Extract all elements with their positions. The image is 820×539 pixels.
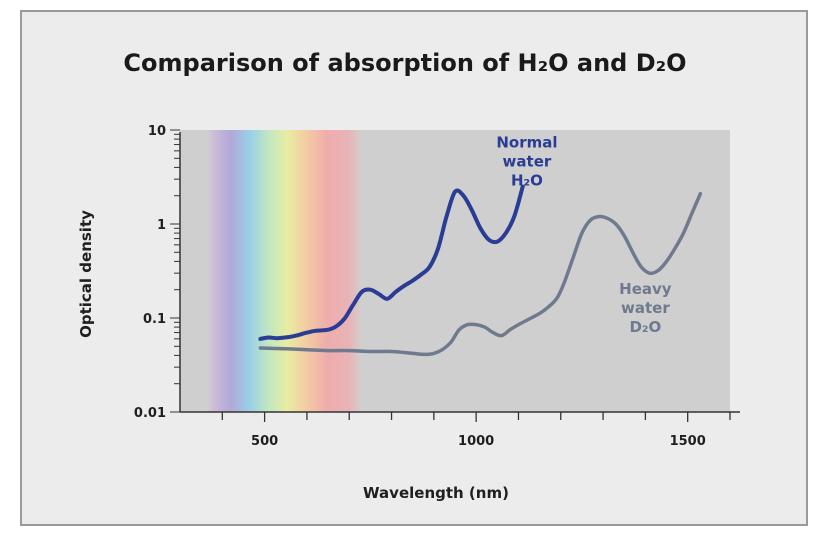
- y-tick-labels: 10 1 0.1 0.01: [134, 124, 166, 421]
- y-tick-label: 10: [148, 124, 166, 139]
- chart-title: Comparison of absorption of H₂O and D₂O: [123, 49, 686, 77]
- axes: 500 1000 1500 10 1 0.1 0.01: [134, 124, 740, 449]
- series-line-h2o: [258, 184, 525, 341]
- series-label-line: water: [503, 153, 552, 171]
- series-line-d2o: [258, 191, 703, 357]
- x-tick-label: 1500: [670, 434, 706, 449]
- y-minor-ticks: [170, 129, 180, 413]
- x-axis-title: Wavelength (nm): [363, 484, 509, 502]
- chart-canvas: Comparison of absorption of H₂O and D₂O …: [77, 49, 740, 502]
- x-tick-label: 500: [251, 434, 278, 449]
- chart-figure: Comparison of absorption of H₂O and D₂O …: [20, 10, 808, 526]
- y-tick-label: 0.1: [143, 312, 166, 327]
- series-layer: [258, 184, 703, 357]
- y-axis-title: Optical density: [77, 210, 95, 338]
- y-tick-label: 1: [157, 218, 166, 233]
- series-label-line: H₂O: [511, 172, 543, 190]
- plot-area: [180, 130, 730, 412]
- x-tick-label: 1000: [458, 434, 494, 449]
- x-tick-labels: 500 1000 1500: [251, 434, 706, 449]
- series-label-line: D₂O: [629, 318, 661, 336]
- y-tick-label: 0.01: [134, 406, 166, 421]
- series-label-line: Heavy: [619, 280, 672, 298]
- visible-spectrum-band: [205, 130, 362, 412]
- series-label-line: water: [621, 299, 670, 317]
- x-minor-ticks: [221, 412, 731, 422]
- series-label-line: Normal: [496, 134, 557, 152]
